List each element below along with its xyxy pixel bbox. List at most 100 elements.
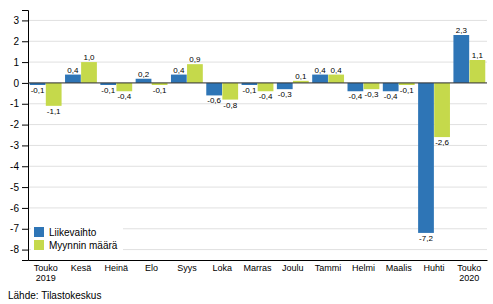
x-tick: Maalis bbox=[386, 260, 413, 273]
bar bbox=[348, 83, 364, 91]
bar bbox=[383, 83, 399, 91]
y-tick-mark bbox=[22, 229, 28, 230]
y-tick-label: -7 bbox=[10, 223, 19, 234]
bar bbox=[470, 60, 486, 83]
x-tick: Tammi bbox=[315, 260, 342, 273]
data-label: 0,4 bbox=[67, 66, 79, 75]
y-tick-label: 0 bbox=[13, 78, 19, 89]
bar bbox=[187, 64, 203, 83]
data-label: -0,1 bbox=[101, 86, 115, 95]
x-tick-label: Elo bbox=[145, 263, 158, 273]
x-tick-label: Maalis bbox=[386, 263, 413, 273]
data-label: -2,6 bbox=[435, 138, 449, 147]
y-tick: -2 bbox=[10, 119, 28, 130]
y-tick-mark bbox=[22, 83, 28, 84]
y-tick-mark bbox=[22, 145, 28, 146]
y-tick: 0 bbox=[13, 78, 28, 89]
bar bbox=[222, 83, 238, 100]
data-label: 0,4 bbox=[173, 66, 185, 75]
x-tick-label-line: Huhti bbox=[424, 263, 445, 273]
x-tick-label: Touko2019 bbox=[34, 263, 58, 283]
x-tick-label-line: 2020 bbox=[459, 273, 479, 283]
data-label: 1,0 bbox=[83, 53, 95, 62]
data-label: -0,1 bbox=[400, 86, 414, 95]
y-tick-label: -1 bbox=[10, 98, 19, 109]
legend-label: Liikevaihto bbox=[49, 227, 97, 238]
bar bbox=[328, 75, 344, 83]
x-tick-label: Heinä bbox=[105, 263, 129, 273]
data-label: -0,8 bbox=[223, 101, 237, 110]
y-tick-label: 1 bbox=[13, 57, 19, 68]
x-tick-label-line: Syys bbox=[177, 263, 197, 273]
x-tick-label-line: Kesä bbox=[71, 263, 92, 273]
y-tick: -4 bbox=[10, 161, 28, 172]
y-tick-mark bbox=[22, 208, 28, 209]
x-tick: Touko2019 bbox=[34, 260, 58, 283]
y-tick: -1 bbox=[10, 98, 28, 109]
x-tick-label-line: Tammi bbox=[315, 263, 342, 273]
grid bbox=[28, 20, 487, 249]
y-axis-line bbox=[22, 11, 29, 261]
x-tick-label: Touko2020 bbox=[457, 263, 481, 283]
x-tick-label: Helmi bbox=[352, 263, 375, 273]
data-label: -0,4 bbox=[259, 92, 273, 101]
legend-background bbox=[31, 224, 123, 254]
data-label: 2,3 bbox=[456, 26, 468, 35]
y-tick-label: 3 bbox=[13, 15, 19, 26]
legend-swatch bbox=[34, 240, 44, 250]
y-tick-label: -3 bbox=[10, 140, 19, 151]
x-axis: Touko2019KesäHeinäEloSyysLokaMarrasJoulu… bbox=[29, 260, 488, 283]
x-tick-label-line: Touko bbox=[457, 263, 481, 273]
data-label: 0,1 bbox=[295, 72, 307, 81]
y-tick: -6 bbox=[10, 203, 28, 214]
x-tick-label-line: Elo bbox=[145, 263, 158, 273]
y-tick-mark bbox=[22, 187, 28, 188]
x-tick-label: Loka bbox=[212, 263, 232, 273]
x-tick-label-line: Joulu bbox=[282, 263, 304, 273]
bar bbox=[65, 75, 81, 83]
x-tick-label: Marras bbox=[243, 263, 272, 273]
y-tick-label: -2 bbox=[10, 119, 19, 130]
x-tick-label-line: Marras bbox=[243, 263, 272, 273]
x-tick: Touko2020 bbox=[457, 260, 481, 283]
y-tick-mark bbox=[22, 104, 28, 105]
bar bbox=[277, 83, 293, 89]
chart: -8-7-6-5-4-3-2-10123-0,10,4-0,10,20,4-0,… bbox=[0, 0, 493, 304]
x-tick: Helmi bbox=[352, 260, 375, 273]
y-tick: -7 bbox=[10, 223, 28, 234]
grid-line bbox=[28, 82, 487, 83]
y-tick-label: -8 bbox=[10, 244, 19, 255]
legend-swatch bbox=[34, 227, 44, 237]
data-label: 1,1 bbox=[472, 51, 484, 60]
y-tick-label: -4 bbox=[10, 161, 19, 172]
data-label: -0,3 bbox=[278, 90, 292, 99]
x-tick: Elo bbox=[145, 260, 158, 273]
y-tick-label: -6 bbox=[10, 203, 19, 214]
data-label: -0,1 bbox=[31, 86, 45, 95]
bar bbox=[116, 83, 132, 91]
x-tick-label-line: 2019 bbox=[36, 273, 56, 283]
bars bbox=[30, 35, 486, 233]
bar bbox=[434, 83, 450, 137]
bar bbox=[418, 83, 434, 233]
y-tick-mark bbox=[22, 62, 28, 63]
data-label: -7,2 bbox=[419, 234, 433, 243]
bar bbox=[453, 35, 469, 83]
x-tick-label-line: Touko bbox=[34, 263, 58, 273]
bar bbox=[312, 75, 328, 83]
x-tick-label-line: Maalis bbox=[386, 263, 413, 273]
y-axis: -8-7-6-5-4-3-2-10123 bbox=[10, 11, 28, 261]
x-tick-label: Tammi bbox=[315, 263, 342, 273]
y-tick-mark bbox=[22, 125, 28, 126]
legend-item: Liikevaihto bbox=[34, 227, 97, 238]
bar bbox=[136, 79, 152, 83]
data-label: -0,4 bbox=[348, 92, 362, 101]
source-note: Lähde: Tilastokeskus bbox=[8, 290, 101, 301]
x-tick-label: Kesä bbox=[71, 263, 92, 273]
y-tick-mark bbox=[22, 166, 28, 167]
bar bbox=[46, 83, 62, 106]
x-tick: Heinä bbox=[105, 260, 129, 273]
legend-label: Myynnin määrä bbox=[49, 240, 118, 251]
y-tick-label: 2 bbox=[13, 36, 19, 47]
data-label: -0,1 bbox=[243, 86, 257, 95]
